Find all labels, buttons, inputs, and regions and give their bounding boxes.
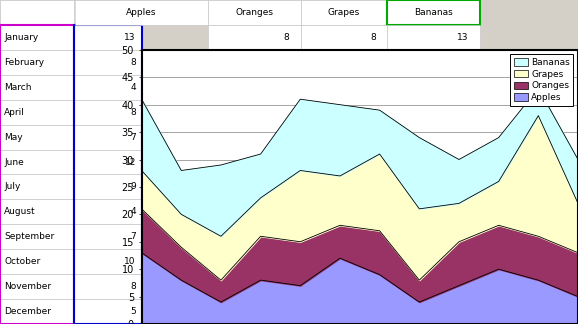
Bar xyxy=(73,50,142,75)
Bar xyxy=(0,299,73,324)
Bar xyxy=(73,125,142,150)
Legend: Bananas, Grapes, Oranges, Apples: Bananas, Grapes, Oranges, Apples xyxy=(510,54,573,106)
Text: 12: 12 xyxy=(125,157,136,167)
Bar xyxy=(73,224,142,249)
Text: 4: 4 xyxy=(130,83,136,92)
Bar xyxy=(73,150,142,174)
Text: September: September xyxy=(4,232,54,241)
Text: May: May xyxy=(4,133,23,142)
Text: 7: 7 xyxy=(130,133,136,142)
Bar xyxy=(73,199,142,224)
Text: 9: 9 xyxy=(130,182,136,191)
Bar xyxy=(0,50,73,75)
Text: 13: 13 xyxy=(457,33,468,42)
Bar xyxy=(73,75,142,100)
Bar xyxy=(208,0,301,25)
Bar xyxy=(73,299,142,324)
Text: 8: 8 xyxy=(130,108,136,117)
Text: 8: 8 xyxy=(283,33,289,42)
Bar xyxy=(73,0,142,25)
Text: March: March xyxy=(4,83,32,92)
Text: Grapes: Grapes xyxy=(328,8,360,17)
Text: 10: 10 xyxy=(124,257,136,266)
Text: January: January xyxy=(4,33,39,42)
Bar xyxy=(0,274,73,299)
Bar xyxy=(73,174,142,199)
Text: October: October xyxy=(4,257,40,266)
Bar xyxy=(301,25,387,50)
Text: 8: 8 xyxy=(130,282,136,291)
Bar xyxy=(73,25,142,50)
Bar xyxy=(0,25,73,324)
Bar xyxy=(73,249,142,274)
Text: December: December xyxy=(4,307,51,316)
Bar xyxy=(301,0,387,25)
Text: June: June xyxy=(4,157,24,167)
Bar xyxy=(73,100,142,125)
Bar xyxy=(387,0,480,25)
Bar xyxy=(0,25,73,50)
Text: 8: 8 xyxy=(130,58,136,67)
Text: November: November xyxy=(4,282,51,291)
Bar xyxy=(0,249,73,274)
Bar xyxy=(75,0,208,25)
Text: July: July xyxy=(4,182,21,191)
Text: 8: 8 xyxy=(370,33,376,42)
Bar xyxy=(208,25,301,50)
Bar xyxy=(73,274,142,299)
Text: April: April xyxy=(4,108,25,117)
Bar xyxy=(0,150,73,174)
Bar xyxy=(0,75,73,100)
Bar xyxy=(0,224,73,249)
Bar xyxy=(0,0,73,25)
Text: 5: 5 xyxy=(130,307,136,316)
Text: Apples: Apples xyxy=(127,8,157,17)
Text: February: February xyxy=(4,58,45,67)
Bar xyxy=(387,25,480,50)
Bar xyxy=(0,125,73,150)
Bar xyxy=(387,0,480,25)
Bar xyxy=(73,25,142,324)
Bar xyxy=(0,174,73,199)
Text: 7: 7 xyxy=(130,232,136,241)
Text: Bananas: Bananas xyxy=(414,8,453,17)
Text: Oranges: Oranges xyxy=(235,8,273,17)
Text: 13: 13 xyxy=(124,33,136,42)
Bar xyxy=(0,100,73,125)
Text: 4: 4 xyxy=(130,207,136,216)
Text: Apples: Apples xyxy=(92,8,123,17)
Text: August: August xyxy=(4,207,36,216)
Bar xyxy=(0,199,73,224)
